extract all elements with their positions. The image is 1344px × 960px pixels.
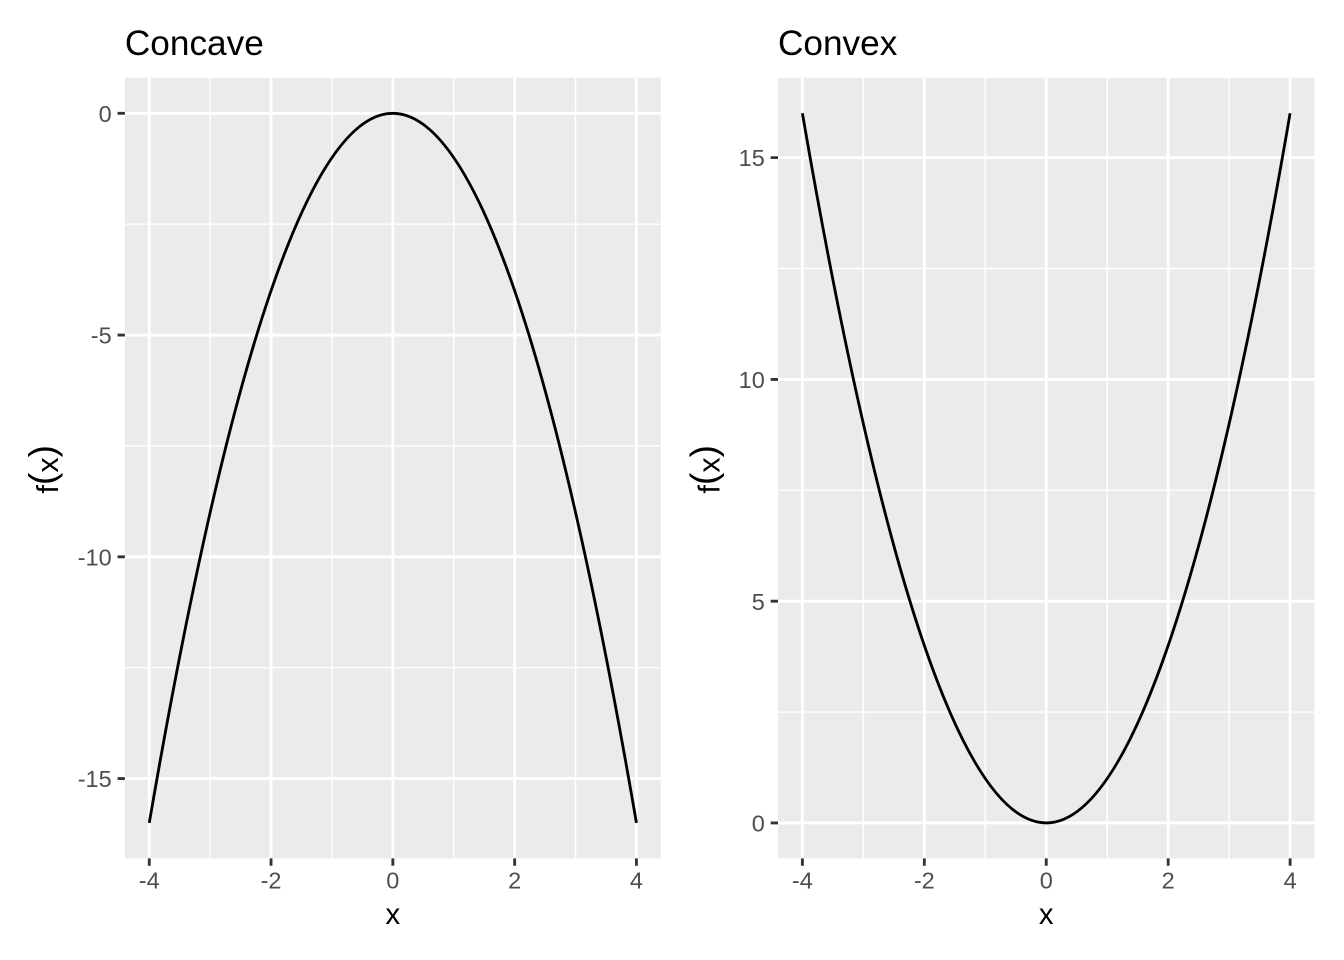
svg-text:-5: -5: [91, 323, 112, 349]
svg-text:-10: -10: [78, 544, 112, 570]
svg-text:-2: -2: [914, 868, 935, 894]
svg-text:Concave: Concave: [125, 24, 264, 63]
svg-text:-4: -4: [139, 868, 160, 894]
svg-text:-15: -15: [78, 766, 112, 792]
svg-text:x: x: [1039, 898, 1054, 931]
svg-text:0: 0: [99, 101, 112, 127]
svg-text:15: 15: [739, 145, 765, 171]
svg-text:5: 5: [752, 589, 765, 615]
svg-text:10: 10: [739, 367, 765, 393]
svg-text:-4: -4: [792, 868, 813, 894]
svg-text:0: 0: [386, 868, 399, 894]
svg-text:4: 4: [630, 868, 643, 894]
svg-text:0: 0: [1040, 868, 1053, 894]
svg-text:f(x): f(x): [22, 445, 65, 493]
svg-text:2: 2: [508, 868, 521, 894]
svg-text:4: 4: [1284, 868, 1297, 894]
svg-text:0: 0: [752, 811, 765, 837]
svg-text:x: x: [386, 898, 401, 931]
svg-text:Convex: Convex: [778, 24, 898, 63]
svg-text:-2: -2: [261, 868, 282, 894]
svg-text:2: 2: [1162, 868, 1175, 894]
